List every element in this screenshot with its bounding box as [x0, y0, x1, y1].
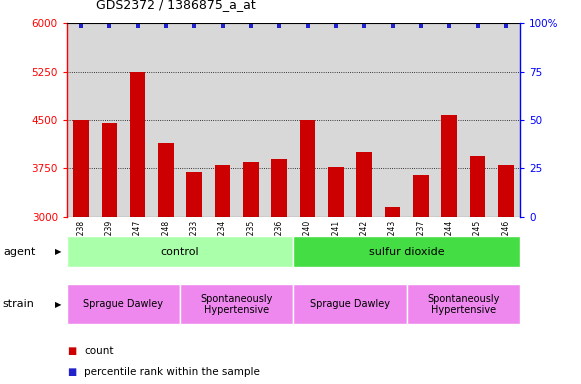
Text: ▶: ▶ [55, 247, 61, 256]
Text: count: count [84, 346, 114, 356]
Bar [130, 71, 145, 217]
Point [473, 23, 482, 29]
Text: Spontaneously
Hypertensive: Spontaneously Hypertensive [200, 293, 273, 315]
Bar [243, 162, 259, 217]
Text: Sprague Dawley: Sprague Dawley [310, 299, 390, 310]
Bar [498, 165, 514, 217]
Point [501, 23, 511, 29]
Point [162, 23, 171, 29]
Text: Spontaneously
Hypertensive: Spontaneously Hypertensive [427, 293, 500, 315]
Bar [293, 284, 407, 324]
Point [133, 23, 142, 29]
Text: ■: ■ [67, 367, 76, 377]
Point [388, 23, 397, 29]
Point [76, 23, 85, 29]
Bar [469, 156, 485, 217]
Point [331, 23, 340, 29]
Point [189, 23, 199, 29]
Point [275, 23, 284, 29]
Text: Sprague Dawley: Sprague Dawley [84, 299, 163, 310]
Bar [180, 284, 293, 324]
Bar [407, 284, 520, 324]
Bar [385, 207, 400, 217]
Bar [271, 159, 287, 217]
Text: sulfur dioxide: sulfur dioxide [369, 247, 444, 257]
Text: ■: ■ [67, 346, 76, 356]
Bar [67, 284, 180, 324]
Bar [73, 120, 89, 217]
Text: strain: strain [3, 299, 35, 310]
Text: control: control [161, 247, 199, 257]
Point [218, 23, 227, 29]
Point [303, 23, 312, 29]
Point [360, 23, 369, 29]
Point [444, 23, 454, 29]
Text: GDS2372 / 1386875_a_at: GDS2372 / 1386875_a_at [96, 0, 256, 12]
Point [246, 23, 256, 29]
Bar [442, 115, 457, 217]
Bar [102, 123, 117, 217]
Bar [187, 172, 202, 217]
Bar [215, 165, 231, 217]
Point [416, 23, 425, 29]
Bar [300, 120, 315, 217]
Bar [67, 236, 293, 267]
Bar [413, 175, 429, 217]
Text: ▶: ▶ [55, 300, 61, 309]
Bar [328, 167, 344, 217]
Text: agent: agent [3, 247, 35, 257]
Text: percentile rank within the sample: percentile rank within the sample [84, 367, 260, 377]
Point [105, 23, 114, 29]
Bar [356, 152, 372, 217]
Bar [293, 236, 520, 267]
Bar [158, 142, 174, 217]
